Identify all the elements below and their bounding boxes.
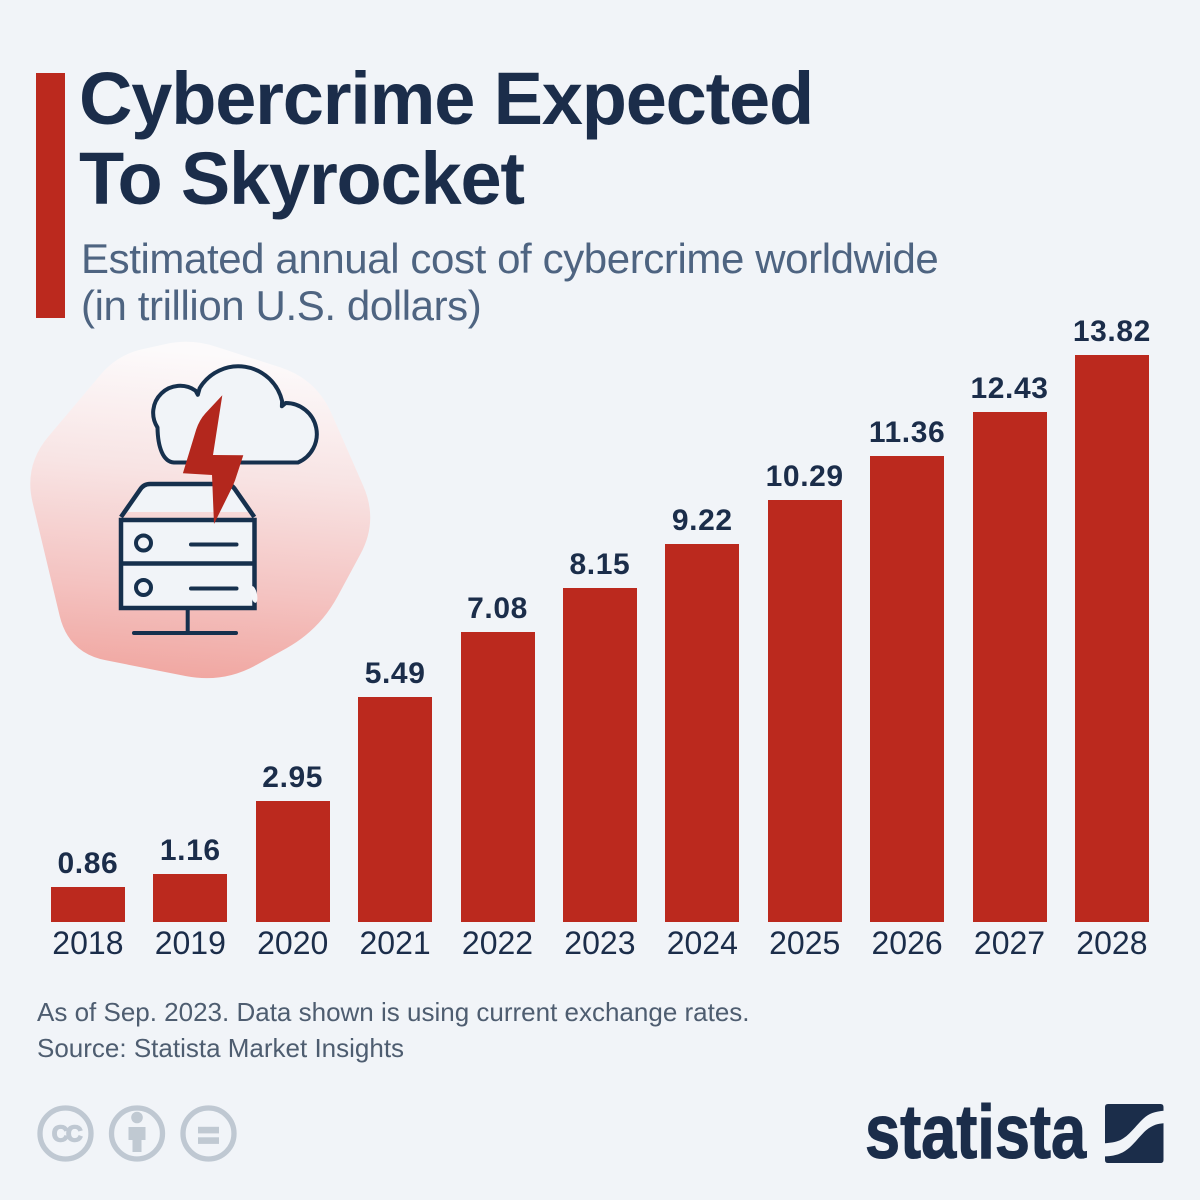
svg-text:CC: CC: [52, 1121, 82, 1147]
